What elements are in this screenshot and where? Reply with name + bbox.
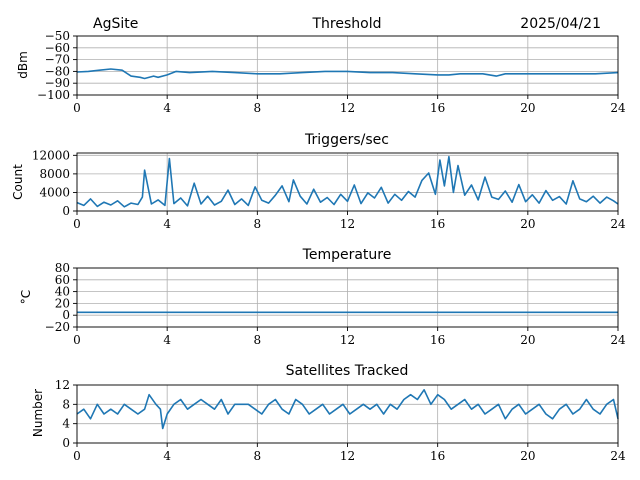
x-tick-label: 16 bbox=[430, 101, 445, 115]
x-tick-label: 24 bbox=[610, 217, 626, 231]
x-tick-label: 0 bbox=[73, 101, 81, 115]
y-tick-label: −70 bbox=[45, 53, 70, 67]
plot-frame bbox=[76, 152, 619, 212]
y-tick-label: −50 bbox=[45, 29, 70, 43]
temperature-title: Temperature bbox=[302, 247, 392, 263]
x-tick-label: 0 bbox=[73, 333, 81, 347]
x-tick-label: 8 bbox=[254, 101, 262, 115]
y-tick-label: 8 bbox=[62, 397, 70, 411]
y-tick-label: 40 bbox=[55, 285, 70, 299]
series-line bbox=[76, 155, 619, 208]
y-tick-label: 20 bbox=[55, 296, 70, 310]
x-tick-label: 4 bbox=[163, 333, 171, 347]
x-tick-label: 24 bbox=[610, 101, 626, 115]
series-line bbox=[76, 388, 619, 430]
y-tick-label: 4000 bbox=[39, 185, 70, 199]
x-tick-label: 24 bbox=[610, 449, 626, 463]
y-tick-label: −80 bbox=[45, 64, 70, 78]
x-tick-label: 12 bbox=[340, 217, 355, 231]
y-tick-label: −60 bbox=[45, 41, 70, 55]
temperature-ylabel: °C bbox=[19, 290, 33, 304]
triggers-ylabel: Count bbox=[11, 164, 25, 200]
x-tick-label: 20 bbox=[520, 217, 535, 231]
threshold-ylabel: dBm bbox=[16, 51, 30, 79]
x-tick-label: 20 bbox=[520, 449, 535, 463]
x-tick-label: 0 bbox=[73, 217, 81, 231]
x-tick-label: 24 bbox=[610, 333, 626, 347]
x-tick-label: 12 bbox=[340, 449, 355, 463]
plot-frame bbox=[76, 267, 619, 328]
plot-frame bbox=[76, 384, 619, 444]
x-tick-label: 4 bbox=[163, 101, 171, 115]
site-label: AgSite bbox=[93, 16, 138, 32]
y-tick-label: 8000 bbox=[39, 167, 70, 181]
x-tick-label: 0 bbox=[73, 449, 81, 463]
x-tick-label: 4 bbox=[163, 217, 171, 231]
x-tick-label: 8 bbox=[254, 217, 262, 231]
x-tick-label: 8 bbox=[254, 449, 262, 463]
x-tick-label: 20 bbox=[520, 101, 535, 115]
y-tick-label: 60 bbox=[55, 273, 70, 287]
x-tick-label: 8 bbox=[254, 333, 262, 347]
threshold-panel: Threshold dBm 0 4 8 12 16 20 24 −50−60−70−80−90… bbox=[16, 16, 626, 115]
y-tick-label: 12000 bbox=[32, 148, 70, 162]
y-tick-label: 80 bbox=[55, 261, 70, 275]
y-tick-label: −90 bbox=[45, 76, 70, 90]
triggers-title: Triggers/sec bbox=[304, 132, 389, 148]
triggers-panel: Triggers/sec Count 0 4 8 12 16 20 24 12000 8000 4… bbox=[11, 132, 626, 231]
x-tick-label: 20 bbox=[520, 333, 535, 347]
x-tick-label: 12 bbox=[340, 333, 355, 347]
threshold-title: Threshold bbox=[312, 16, 382, 32]
y-tick-label: 4 bbox=[62, 417, 70, 431]
x-tick-label: 12 bbox=[340, 101, 355, 115]
satellites-ylabel: Number bbox=[31, 389, 45, 437]
satellites-title: Satellites Tracked bbox=[286, 363, 409, 379]
y-tick-label: 0 bbox=[62, 436, 70, 450]
plot-frame bbox=[76, 35, 619, 96]
y-tick-label: 0 bbox=[62, 308, 70, 322]
x-tick-label: 16 bbox=[430, 217, 445, 231]
series-line bbox=[76, 68, 619, 80]
date-label: 2025/04/21 bbox=[520, 16, 601, 32]
x-tick-label: 16 bbox=[430, 449, 445, 463]
y-tick-label: 12 bbox=[55, 378, 70, 392]
x-tick-label: 4 bbox=[163, 449, 171, 463]
x-tick-label: 16 bbox=[430, 333, 445, 347]
y-tick-label: 0 bbox=[62, 204, 70, 218]
satellites-panel: Satellites Tracked Number 0 4 8 12 16 20 24 12 8… bbox=[31, 363, 626, 463]
y-tick-label: −100 bbox=[37, 88, 70, 102]
y-tick-label: −20 bbox=[45, 320, 70, 334]
